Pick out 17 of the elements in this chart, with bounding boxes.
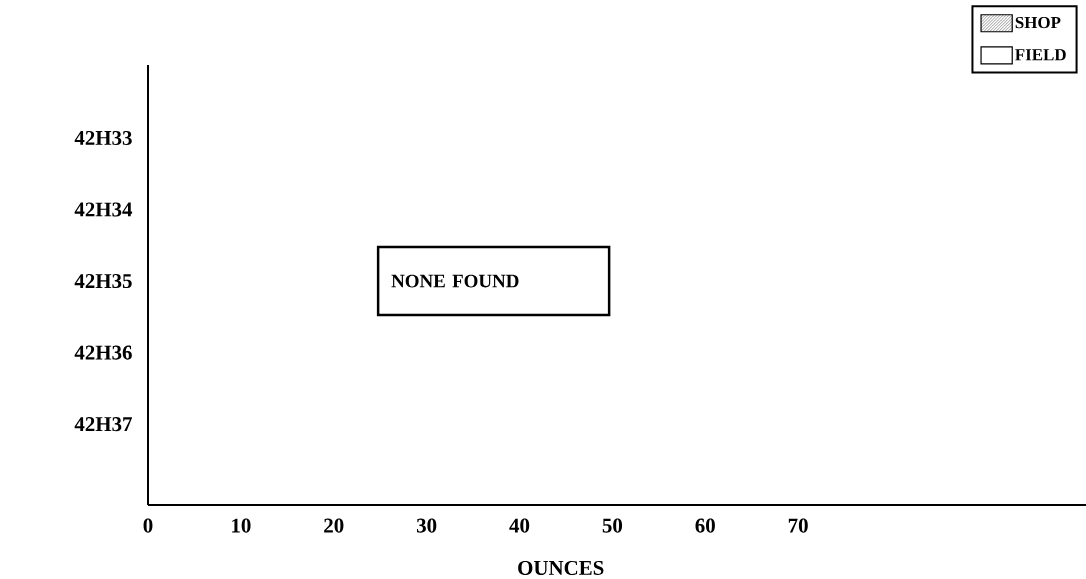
- legend-label: SHOP: [1015, 16, 1061, 29]
- x-tick-label: 30: [416, 518, 437, 533]
- y-tick-label: 42H33: [74, 130, 132, 146]
- x-tick-label: 40: [509, 518, 530, 533]
- x-tick-label: 20: [324, 518, 344, 533]
- x-axis-title: OUNCES: [518, 560, 604, 575]
- y-tick-label: 42H35: [74, 274, 132, 289]
- legend-label: FIELD: [1015, 49, 1066, 61]
- x-tick-label: 50: [602, 518, 623, 533]
- y-tick-label: 42H34: [74, 202, 133, 217]
- annotation: NONE FOUND: [391, 274, 519, 288]
- y-tick-label: 42H36: [74, 345, 132, 360]
- x-tick-label: 70: [788, 518, 808, 533]
- x-tick-label: 60: [695, 518, 715, 533]
- y-tick-label: 42H37: [74, 417, 132, 432]
- x-tick-label: 10: [232, 518, 251, 533]
- x-tick-label: 0: [143, 518, 153, 533]
